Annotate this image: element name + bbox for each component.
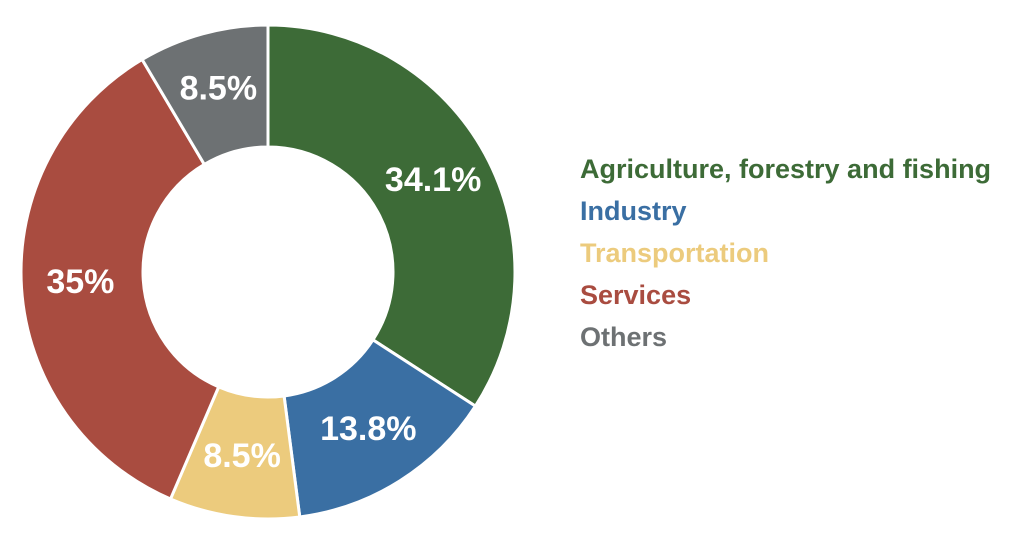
- donut-slice-0: [266, 23, 517, 409]
- slice-label-2: 8.5%: [203, 437, 281, 475]
- legend-item-4: Others: [580, 322, 668, 352]
- slice-label-4: 8.5%: [180, 70, 258, 108]
- donut-slice-3: [19, 57, 221, 501]
- legend-item-0: Agriculture, forestry and fishing: [580, 154, 992, 184]
- legend: Agriculture, forestry and fishing Industr…: [580, 148, 991, 358]
- legend-item-1: Industry: [580, 196, 687, 226]
- donut-slice-1: [282, 337, 478, 519]
- slice-label-0: 34.1%: [385, 161, 481, 199]
- donut-slice-4: [140, 23, 270, 167]
- slice-label-3: 35%: [46, 263, 114, 301]
- donut-svg: 34.1% 13.8% 8.5% 35% 8.5%: [19, 23, 517, 521]
- legend-item-3: Services: [580, 280, 692, 310]
- slice-label-1: 13.8%: [320, 410, 416, 448]
- legend-item-2: Transportation: [580, 238, 770, 268]
